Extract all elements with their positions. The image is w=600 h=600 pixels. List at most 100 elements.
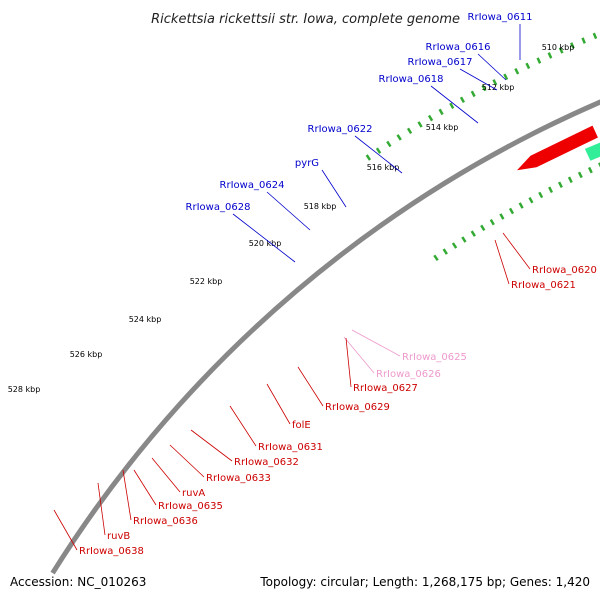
reverse-feature: [584, 142, 600, 161]
reverse-gene-label: RrIowa_0638: [79, 546, 144, 557]
forward-gene-label: RrIowa_0616: [426, 42, 491, 53]
outer-tick-mark: [547, 52, 553, 59]
reverse-gene-label: ruvB: [107, 531, 130, 542]
inner-tick-mark: [518, 202, 524, 209]
reverse-label-leader: [122, 469, 132, 521]
forward-gene-label: RrIowa_0617: [408, 57, 473, 68]
tick-label: 518 kbp: [304, 202, 337, 211]
outer-tick-mark: [581, 37, 586, 44]
forward-gene-label: RrIowa_0628: [186, 202, 251, 213]
reverse-label-leader: [53, 509, 78, 551]
tick-label: 524 kbp: [129, 315, 162, 324]
inner-tick-mark: [548, 186, 554, 194]
map-title: Rickettsia rickettsii str. Iowa, complet…: [151, 12, 460, 27]
outer-tick-mark: [592, 32, 598, 40]
reverse-feature: [517, 125, 598, 171]
tick-label: 512 kbp: [482, 83, 515, 92]
genome-summary-text: Topology: circular; Length: 1,268,175 bp…: [260, 575, 590, 589]
accession-text: Accession: NC_010263: [10, 575, 147, 589]
outer-tick-mark: [365, 154, 372, 161]
outer-tick-mark: [481, 84, 487, 92]
inner-tick-mark: [499, 213, 505, 220]
forward-label-leader: [354, 135, 403, 174]
reverse-label-leader: [169, 444, 205, 478]
reverse-gene-label: RrIowa_0626: [376, 369, 441, 380]
tick-label: 526 kbp: [70, 350, 103, 359]
forward-label-leader: [459, 68, 498, 91]
forward-label-leader: [430, 85, 479, 124]
outer-tick-mark: [375, 147, 382, 154]
reverse-gene-label: RrIowa_0625: [402, 352, 467, 363]
outer-tick-mark: [558, 47, 564, 54]
reverse-label-leader: [494, 239, 510, 285]
forward-gene-label: pyrG: [295, 158, 319, 169]
inner-tick-mark: [489, 218, 495, 226]
reverse-label-leader: [229, 405, 257, 447]
inner-tick-mark: [567, 176, 573, 184]
reverse-label-leader: [266, 383, 291, 425]
reverse-gene-label: RrIowa_0629: [325, 402, 390, 413]
inner-tick-mark: [587, 166, 593, 174]
reverse-gene-label: folE: [292, 420, 311, 431]
outer-tick-mark: [396, 134, 402, 141]
forward-gene-label: RrIowa_0618: [379, 74, 444, 85]
reverse-label-leader: [190, 429, 233, 462]
reverse-label-leader: [345, 337, 352, 388]
inner-tick-mark: [470, 230, 476, 237]
tick-label: 528 kbp: [8, 385, 41, 394]
forward-gene-label: RrIowa_0622: [308, 124, 373, 135]
outer-tick-mark: [427, 114, 434, 122]
forward-label-leader: [266, 191, 311, 231]
reverse-label-leader: [97, 482, 106, 536]
tick-label: 520 kbp: [249, 239, 282, 248]
reverse-gene-label: RrIowa_0627: [353, 383, 418, 394]
label-layer: 510 kbp 512 kbp 514 kbp 516 kbp 518 kbp 520 k…: [8, 12, 597, 557]
reverse-gene-label: RrIowa_0631: [258, 442, 323, 453]
reverse-gene-label: RrIowa_0621: [511, 280, 576, 291]
outer-tick-mark: [492, 79, 498, 86]
forward-gene-label: RrIowa_0624: [220, 180, 285, 191]
tick-layer: [365, 32, 600, 262]
outer-tick-mark: [386, 140, 392, 148]
outer-tick-mark: [417, 121, 423, 128]
inner-tick-mark: [508, 207, 515, 215]
outer-tick-mark: [570, 42, 575, 49]
outer-tick-mark: [406, 127, 413, 135]
reverse-label-leader: [343, 336, 375, 374]
reverse-label-leader: [297, 366, 324, 407]
outer-tick-mark: [470, 90, 476, 98]
outer-tick-mark: [514, 68, 520, 75]
tick-label: 514 kbp: [426, 123, 459, 132]
reverse-label-leader: [351, 329, 401, 357]
inner-tick-mark: [480, 224, 486, 232]
forward-label-leader: [321, 169, 347, 208]
outer-tick-mark: [438, 108, 444, 116]
tick-label: 516 kbp: [367, 163, 400, 172]
reverse-label-leader: [151, 457, 181, 493]
reverse-gene-label: RrIowa_0635: [158, 501, 223, 512]
reverse-label-leader: [133, 469, 157, 506]
inner-tick-mark: [557, 181, 563, 188]
inner-tick-mark: [442, 248, 448, 255]
reverse-gene-label: RrIowa_0633: [206, 473, 271, 484]
inner-tick-mark: [451, 242, 458, 249]
reverse-gene-label: RrIowa_0632: [234, 457, 299, 468]
inner-tick-mark: [528, 196, 534, 204]
outer-tick-mark: [449, 102, 455, 110]
backbone-arc: [50, 99, 600, 575]
inner-tick-mark: [538, 191, 544, 199]
forward-label-leader: [477, 53, 507, 81]
reverse-label-leader: [502, 232, 531, 270]
reverse-gene-label: RrIowa_0620: [532, 265, 597, 276]
outer-tick-mark: [525, 62, 531, 70]
reverse-gene-label: RrIowa_0636: [133, 516, 198, 527]
outer-tick-mark: [503, 73, 509, 81]
inner-tick-mark: [461, 236, 467, 243]
forward-label-leader: [232, 213, 296, 263]
outer-tick-mark: [536, 57, 542, 64]
forward-gene-label: RrIowa_0611: [468, 12, 533, 23]
inner-tick-mark: [433, 254, 439, 262]
tick-label: 522 kbp: [190, 277, 223, 286]
